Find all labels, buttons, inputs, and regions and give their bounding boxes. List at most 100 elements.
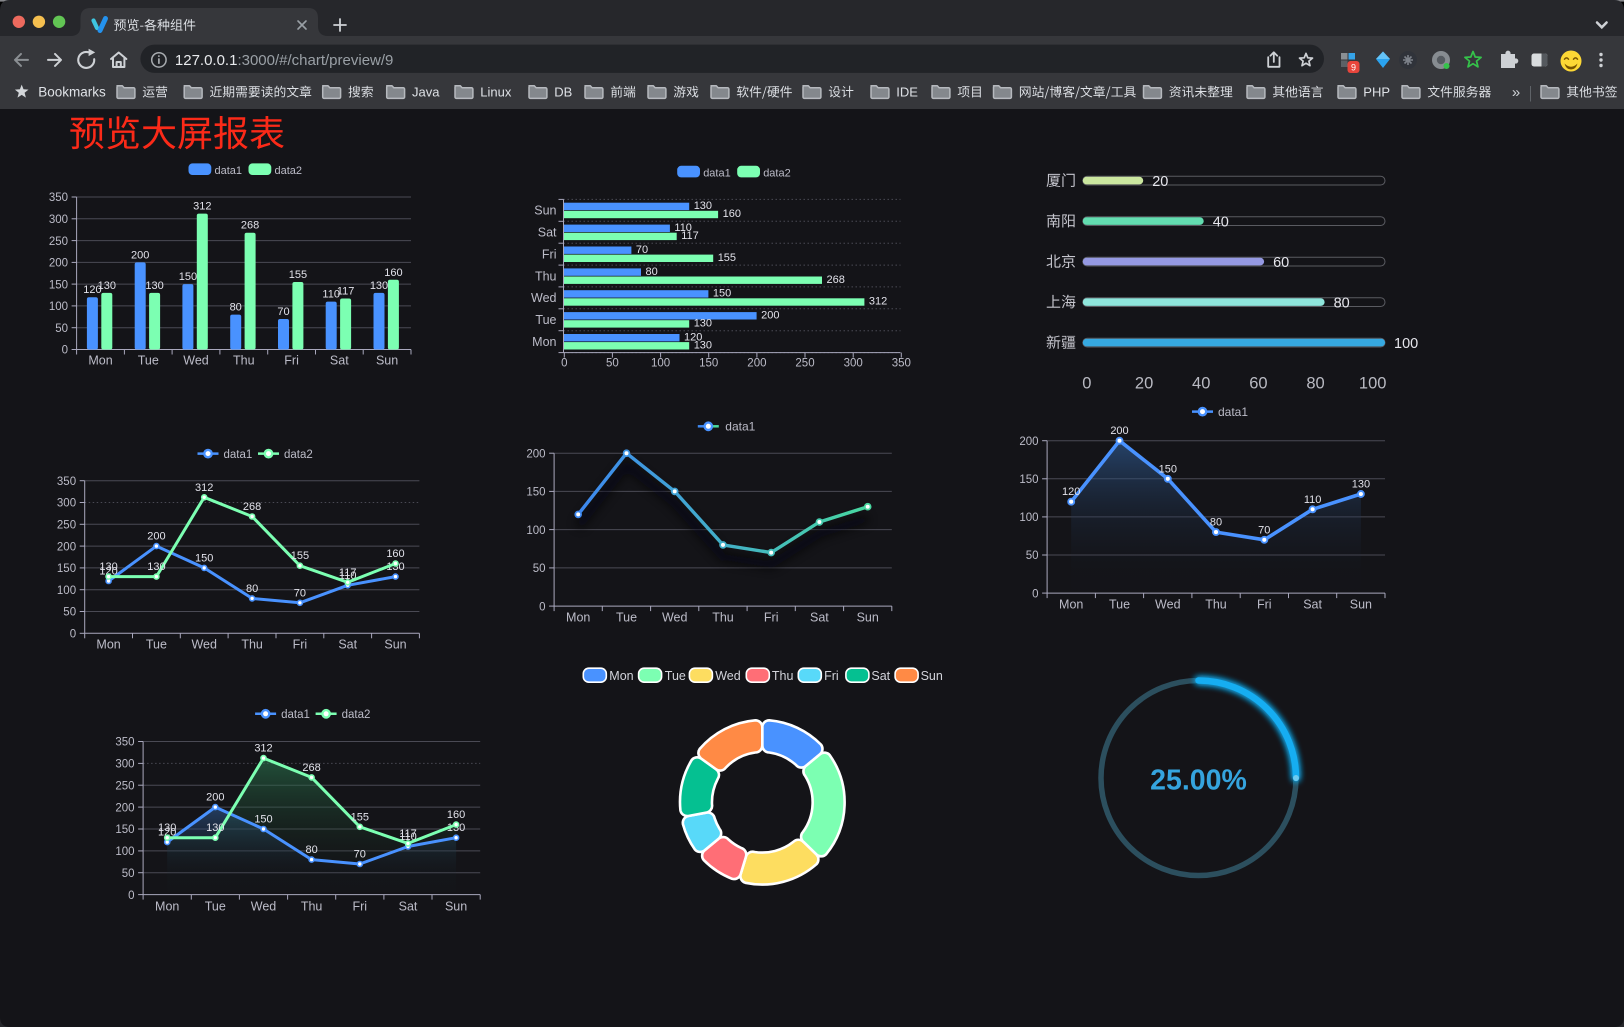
svg-text:70: 70 <box>294 587 306 599</box>
svg-text:150: 150 <box>1159 463 1177 475</box>
svg-text:117: 117 <box>399 828 417 840</box>
svg-text:268: 268 <box>243 501 261 513</box>
svg-text:Tue: Tue <box>138 353 159 367</box>
svg-text:Mon: Mon <box>96 638 120 652</box>
svg-text:Sun: Sun <box>445 900 467 914</box>
svg-text:130: 130 <box>694 318 712 330</box>
svg-text:80: 80 <box>646 266 658 278</box>
svg-text:Sat: Sat <box>538 226 557 240</box>
svg-text:117: 117 <box>681 230 699 242</box>
svg-text:data1: data1 <box>703 168 731 180</box>
svg-text:Tue: Tue <box>535 313 556 327</box>
svg-text:200: 200 <box>49 258 68 270</box>
svg-text:130: 130 <box>99 561 117 573</box>
svg-text:Sat: Sat <box>330 353 349 367</box>
svg-text:150: 150 <box>49 279 68 291</box>
svg-text:Mon: Mon <box>1059 598 1083 612</box>
svg-text:150: 150 <box>699 358 718 370</box>
svg-text:Sat: Sat <box>1303 598 1322 612</box>
svg-text:data1: data1 <box>215 165 243 177</box>
svg-text:100: 100 <box>1359 375 1387 393</box>
svg-text:Sun: Sun <box>376 353 398 367</box>
svg-text:200: 200 <box>761 310 779 322</box>
svg-text:312: 312 <box>869 296 887 308</box>
svg-text:117: 117 <box>339 567 357 579</box>
svg-text:200: 200 <box>206 792 224 804</box>
svg-text:50: 50 <box>1026 550 1039 562</box>
svg-text:300: 300 <box>115 759 134 771</box>
svg-text:Sun: Sun <box>1350 598 1372 612</box>
svg-text:160: 160 <box>447 809 465 821</box>
svg-text:250: 250 <box>115 780 134 792</box>
svg-text:130: 130 <box>158 822 176 834</box>
svg-text:Mon: Mon <box>155 900 179 914</box>
svg-text:100: 100 <box>651 358 670 370</box>
svg-text:130: 130 <box>147 561 165 573</box>
svg-text:Fri: Fri <box>542 247 557 261</box>
svg-text:DB: DB <box>554 85 572 100</box>
svg-text:Tue: Tue <box>205 900 226 914</box>
svg-text:160: 160 <box>386 548 404 560</box>
svg-text:150: 150 <box>115 824 134 836</box>
svg-text:80: 80 <box>1210 517 1222 529</box>
svg-text:Thu: Thu <box>241 638 263 652</box>
svg-text:110: 110 <box>339 570 357 582</box>
svg-text:250: 250 <box>795 358 814 370</box>
svg-text:Fri: Fri <box>353 900 368 914</box>
svg-text:350: 350 <box>57 476 76 488</box>
svg-text:Wed: Wed <box>251 900 277 914</box>
svg-text:0: 0 <box>539 601 545 613</box>
svg-text:70: 70 <box>1258 524 1270 536</box>
svg-text:data1: data1 <box>224 449 253 461</box>
svg-text:120: 120 <box>99 566 117 578</box>
svg-text:data1: data1 <box>725 420 755 434</box>
svg-text:70: 70 <box>354 849 366 861</box>
svg-text:50: 50 <box>606 358 619 370</box>
svg-text:250: 250 <box>49 236 68 248</box>
svg-text:200: 200 <box>115 802 134 814</box>
svg-text:150: 150 <box>254 814 272 826</box>
svg-text:50: 50 <box>63 607 76 619</box>
svg-text:IDE: IDE <box>896 85 918 100</box>
svg-text:150: 150 <box>195 552 213 564</box>
svg-text:150: 150 <box>713 288 731 300</box>
svg-text:200: 200 <box>147 531 165 543</box>
svg-text:data2: data2 <box>284 449 313 461</box>
svg-text:60: 60 <box>1249 375 1267 393</box>
svg-text:0: 0 <box>128 890 134 902</box>
svg-text:Wed: Wed <box>1155 598 1181 612</box>
svg-text:160: 160 <box>723 208 741 220</box>
svg-text:130: 130 <box>370 280 388 292</box>
svg-text:Fri: Fri <box>764 611 779 625</box>
svg-text:50: 50 <box>122 868 135 880</box>
svg-text:160: 160 <box>384 267 402 279</box>
svg-text:20: 20 <box>1152 174 1168 190</box>
svg-text:130: 130 <box>1352 479 1370 491</box>
svg-text:80: 80 <box>230 302 242 314</box>
svg-text:Sun: Sun <box>384 638 406 652</box>
svg-text:Tue: Tue <box>146 638 167 652</box>
svg-text:100: 100 <box>49 301 68 313</box>
svg-text:312: 312 <box>195 482 213 494</box>
svg-text:Thu: Thu <box>772 669 794 683</box>
svg-text:127.0.0.1:3000/#/chart/preview: 127.0.0.1:3000/#/chart/preview/9 <box>175 52 394 69</box>
svg-text:200: 200 <box>747 358 766 370</box>
svg-text:150: 150 <box>179 271 197 283</box>
svg-text:200: 200 <box>526 448 545 460</box>
svg-text:80: 80 <box>1306 375 1324 393</box>
svg-text:Thu: Thu <box>301 900 323 914</box>
svg-text:Fri: Fri <box>1257 598 1272 612</box>
svg-text:Sat: Sat <box>338 638 357 652</box>
svg-text:Thu: Thu <box>535 269 557 283</box>
svg-text:»: » <box>1512 84 1520 101</box>
svg-text:Fri: Fri <box>284 353 299 367</box>
svg-text:70: 70 <box>636 244 648 256</box>
svg-text:110: 110 <box>399 831 417 843</box>
svg-text:312: 312 <box>254 743 272 755</box>
svg-text:100: 100 <box>115 846 134 858</box>
svg-text:Mon: Mon <box>609 669 633 683</box>
svg-text:130: 130 <box>206 822 224 834</box>
svg-text:Thu: Thu <box>233 353 255 367</box>
svg-text:350: 350 <box>115 737 134 749</box>
svg-text:data2: data2 <box>275 165 303 177</box>
